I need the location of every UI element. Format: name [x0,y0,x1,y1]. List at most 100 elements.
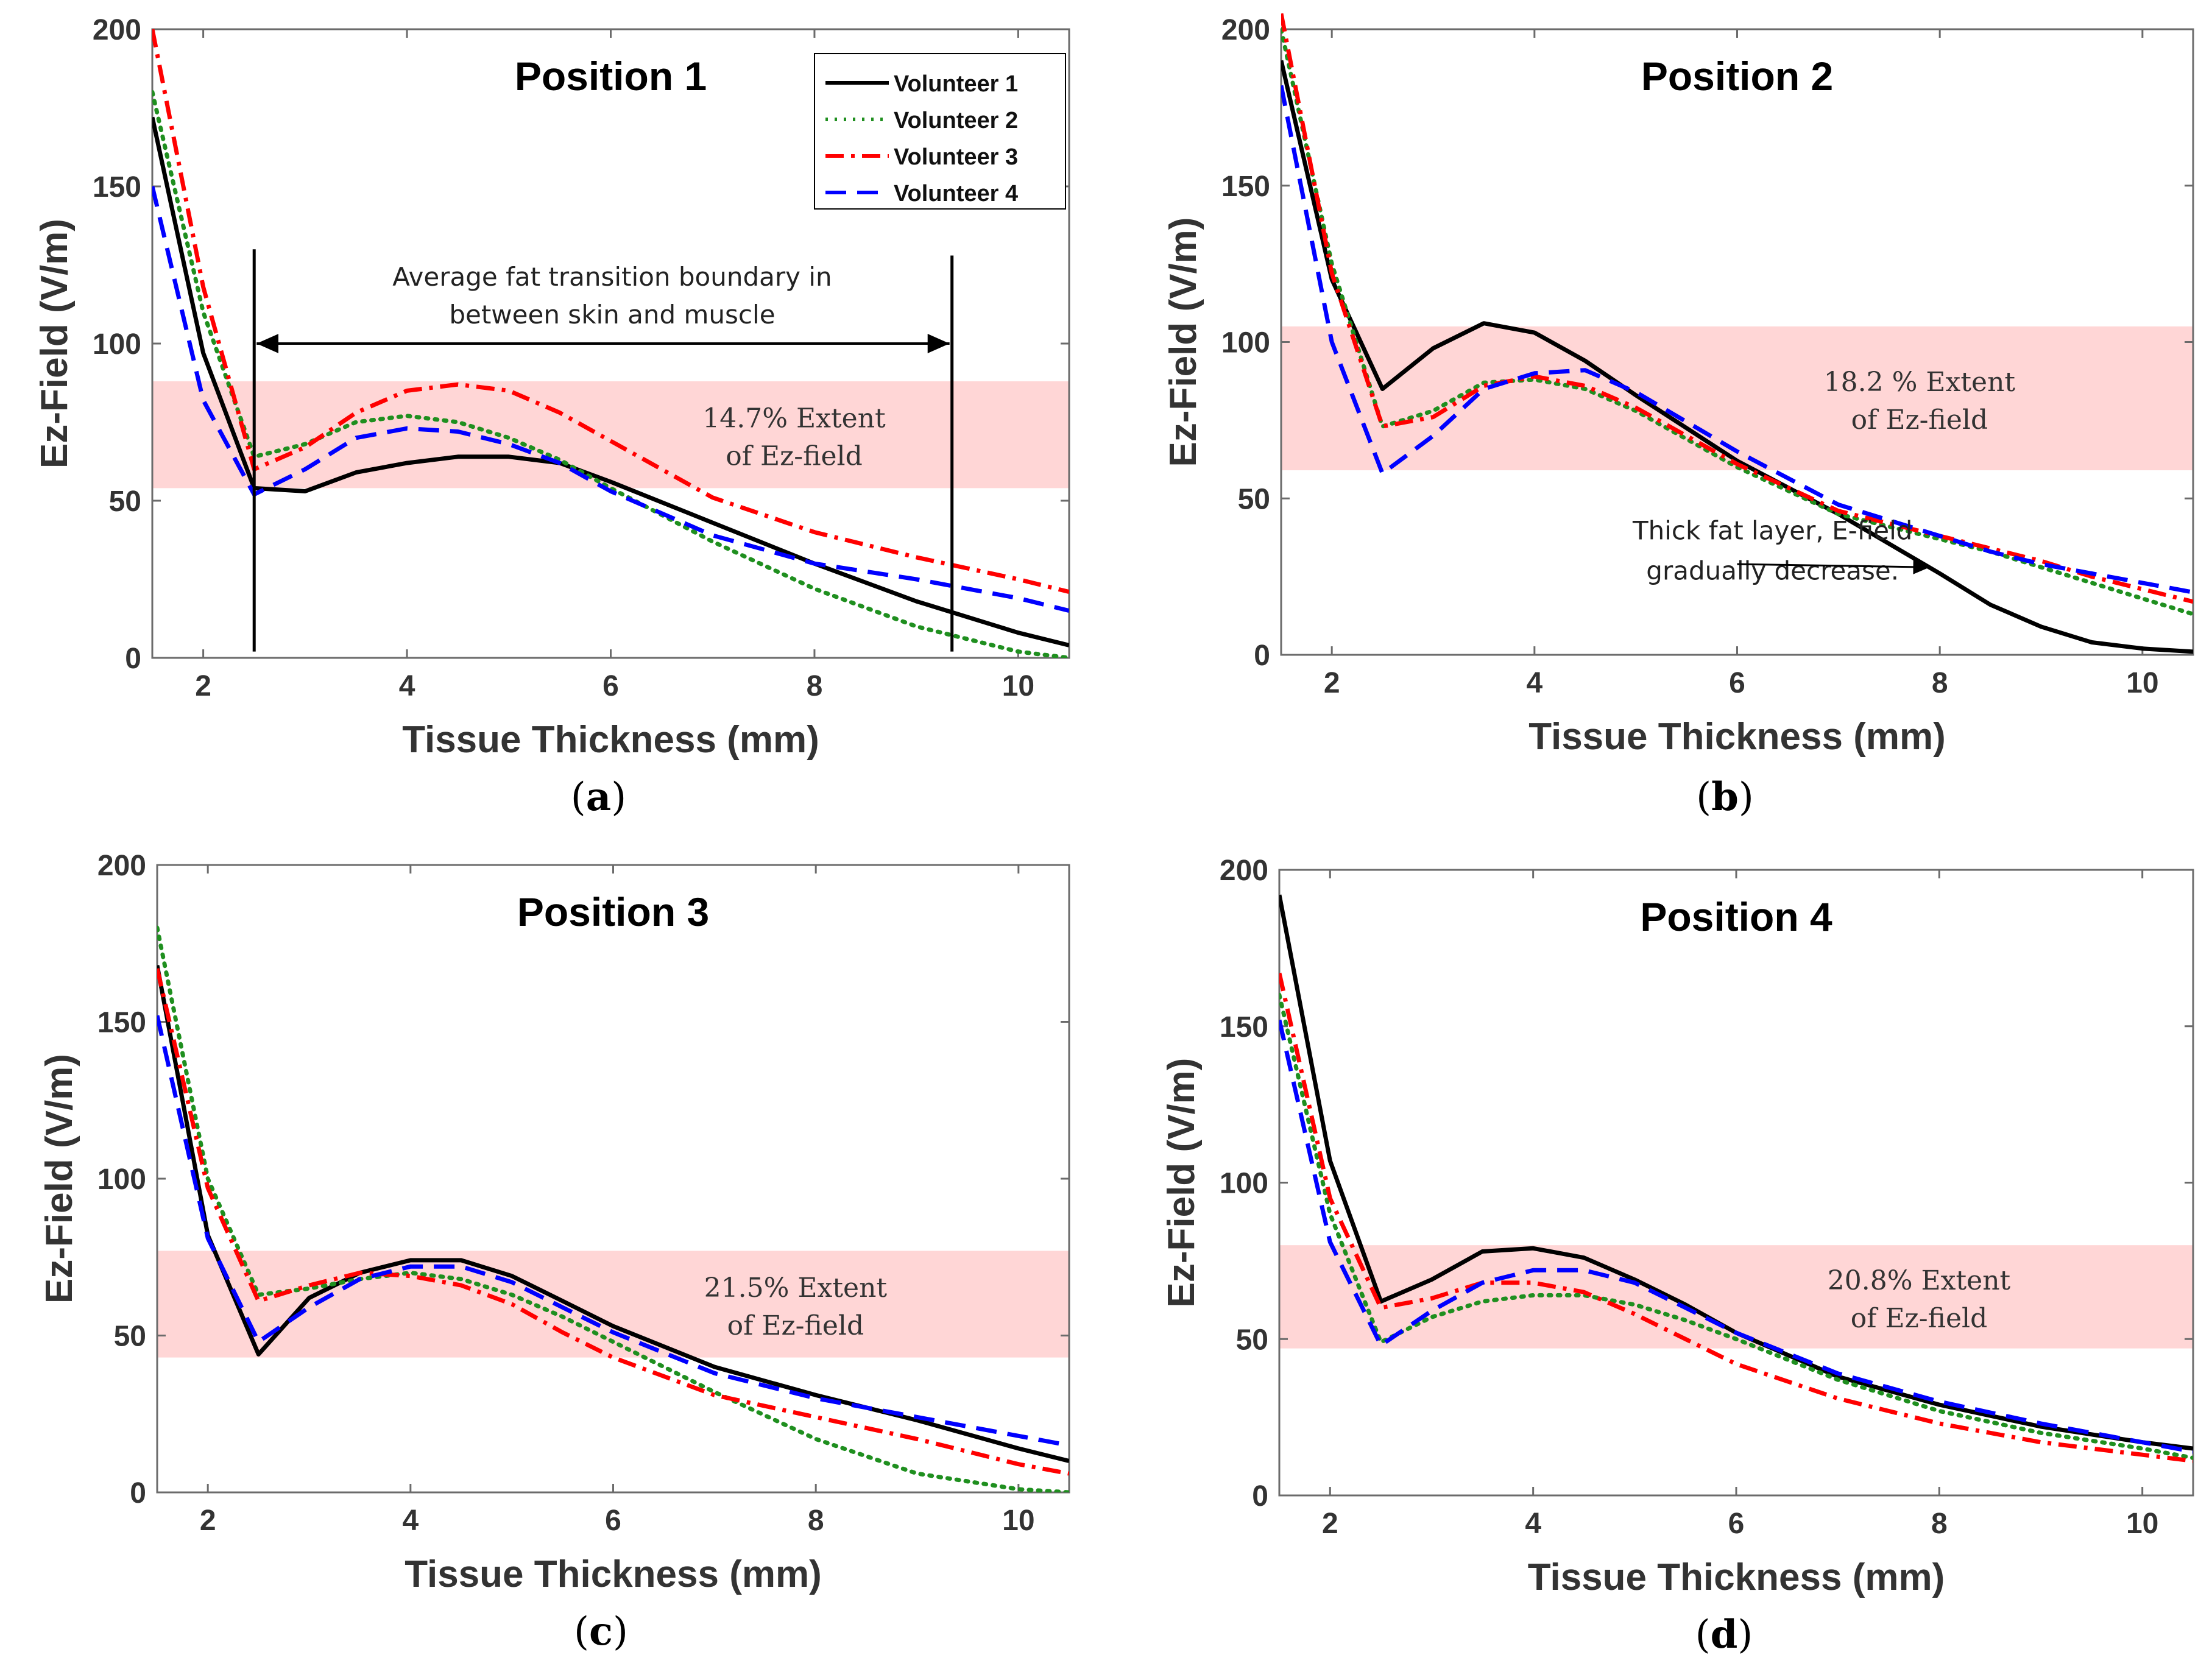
series-group [1281,13,2193,654]
y-axis-label: Ez-Field (V/m) [38,1054,80,1304]
y-tick-label: 50 [109,485,141,518]
extent-label: 14.7% Extent [702,403,886,434]
panel-caption: (b) [1696,774,1754,820]
series-line-volunteer-2 [152,90,1069,658]
y-tick-label: 150 [1220,1011,1268,1043]
extent-label: 21.5% Extent [704,1272,888,1304]
y-axis-label: Ez-Field (V/m) [34,219,76,468]
x-tick-label: 4 [1526,667,1542,699]
series-line-volunteer-3 [152,29,1069,594]
legend-label: Volunteer 1 [894,71,1018,97]
series-line-volunteer-1 [1279,894,2193,1451]
y-tick-label: 100 [93,328,141,361]
x-tick-label: 2 [195,670,211,702]
legend: Volunteer 1 Volunteer 2 Volunteer 3 Volunte… [814,53,1066,210]
extent-label: 18.2 % Extent [1824,367,2016,398]
extent-label: of Ez-field [1851,1303,1988,1334]
series-line-volunteer-4 [1279,1019,2193,1454]
y-tick-label: 200 [97,850,146,882]
series-line-volunteer-1 [157,965,1069,1463]
panel-caption: (c) [574,1609,628,1654]
x-tick-label: 6 [1728,1508,1745,1540]
series-group [1279,894,2193,1463]
y-tick-label: 100 [1221,327,1270,359]
y-tick-label: 150 [97,1007,146,1039]
x-tick-label: 6 [1729,667,1745,699]
x-tick-label: 6 [602,670,619,702]
y-tick-label: 100 [97,1163,146,1196]
series-group [152,29,1069,658]
series-group [157,925,1069,1492]
legend-label: Volunteer 2 [894,108,1018,133]
legend-label: Volunteer 4 [894,181,1018,206]
x-tick-label: 10 [1002,670,1034,702]
legend-box [814,53,1066,210]
y-tick-label: 200 [93,14,141,46]
y-tick-label: 50 [1236,1324,1268,1356]
series-line-volunteer-2 [1281,27,2193,616]
plot-frame [1278,869,2194,1497]
plot-frame [156,864,1070,1494]
chart-title: Position 2 [1641,54,1833,99]
panel-caption: (a) [571,774,626,820]
x-tick-label: 2 [1322,1508,1338,1540]
panel-letter: b [1711,774,1739,820]
series-line-volunteer-2 [1279,992,2193,1460]
y-tick-label: 0 [1252,1480,1268,1512]
x-axis-label: Tissue Thickness (mm) [405,1553,822,1595]
panel-caption: (d) [1695,1612,1753,1657]
y-tick-label: 50 [114,1321,146,1353]
x-tick-label: 10 [2126,1508,2158,1540]
x-tick-label: 10 [1002,1505,1034,1537]
x-tick-label: 4 [402,1505,419,1537]
boundary-label: Average fat transition boundary in [392,262,832,292]
extent-band [152,381,1069,489]
boundary-annotation: Average fat transition boundary in betwee… [252,249,954,652]
y-tick-label: 0 [1254,640,1270,672]
y-tick-label: 200 [1220,855,1268,887]
y-tick-label: 0 [130,1477,146,1509]
x-tick-label: 2 [200,1505,216,1537]
series-line-volunteer-4 [157,1015,1069,1448]
x-tick-label: 8 [1932,667,1948,699]
y-tick-label: 150 [93,171,141,203]
series-line-volunteer-3 [1281,13,2193,604]
extent-label: 20.8% Extent [1828,1265,2011,1296]
series-line-volunteer-1 [1281,60,2193,654]
y-axis-label: Ez-Field (V/m) [1162,217,1204,467]
y-tick-label: 150 [1221,171,1270,203]
series-line-volunteer-3 [157,968,1069,1476]
y-tick-label: 0 [125,643,141,675]
legend-label: Volunteer 3 [894,144,1018,170]
callout-arrow [1737,559,1930,574]
x-axis-label: Tissue Thickness (mm) [402,719,819,761]
extent-label: of Ez-field [727,1310,864,1341]
x-axis-label: Tissue Thickness (mm) [1528,1556,1945,1598]
callout: Thick fat layer, E-field gradually decrea… [1632,515,1930,585]
x-tick-label: 10 [2126,667,2158,699]
callout-label: Thick fat layer, E-field [1632,515,1912,545]
x-tick-label: 8 [808,1505,824,1537]
x-tick-label: 4 [1525,1508,1541,1540]
y-tick-label: 50 [1238,483,1270,515]
panel-letter: d [1711,1612,1738,1657]
chart-title: Position 1 [515,54,707,99]
extent-label: of Ez-field [1851,404,1988,436]
boundary-label: between skin and muscle [449,300,775,330]
series-line-volunteer-4 [152,186,1069,613]
y-tick-label: 100 [1220,1168,1268,1200]
x-axis-label: Tissue Thickness (mm) [1528,716,1946,758]
y-tick-label: 200 [1221,14,1270,46]
series-line-volunteer-3 [1279,972,2193,1463]
callout-label: gradually decrease. [1646,556,1899,585]
series-line-volunteer-1 [152,116,1069,648]
x-tick-label: 2 [1324,667,1340,699]
series-line-volunteer-2 [157,925,1069,1492]
panel-letter: c [589,1609,613,1654]
y-axis-label: Ez-Field (V/m) [1161,1058,1203,1308]
